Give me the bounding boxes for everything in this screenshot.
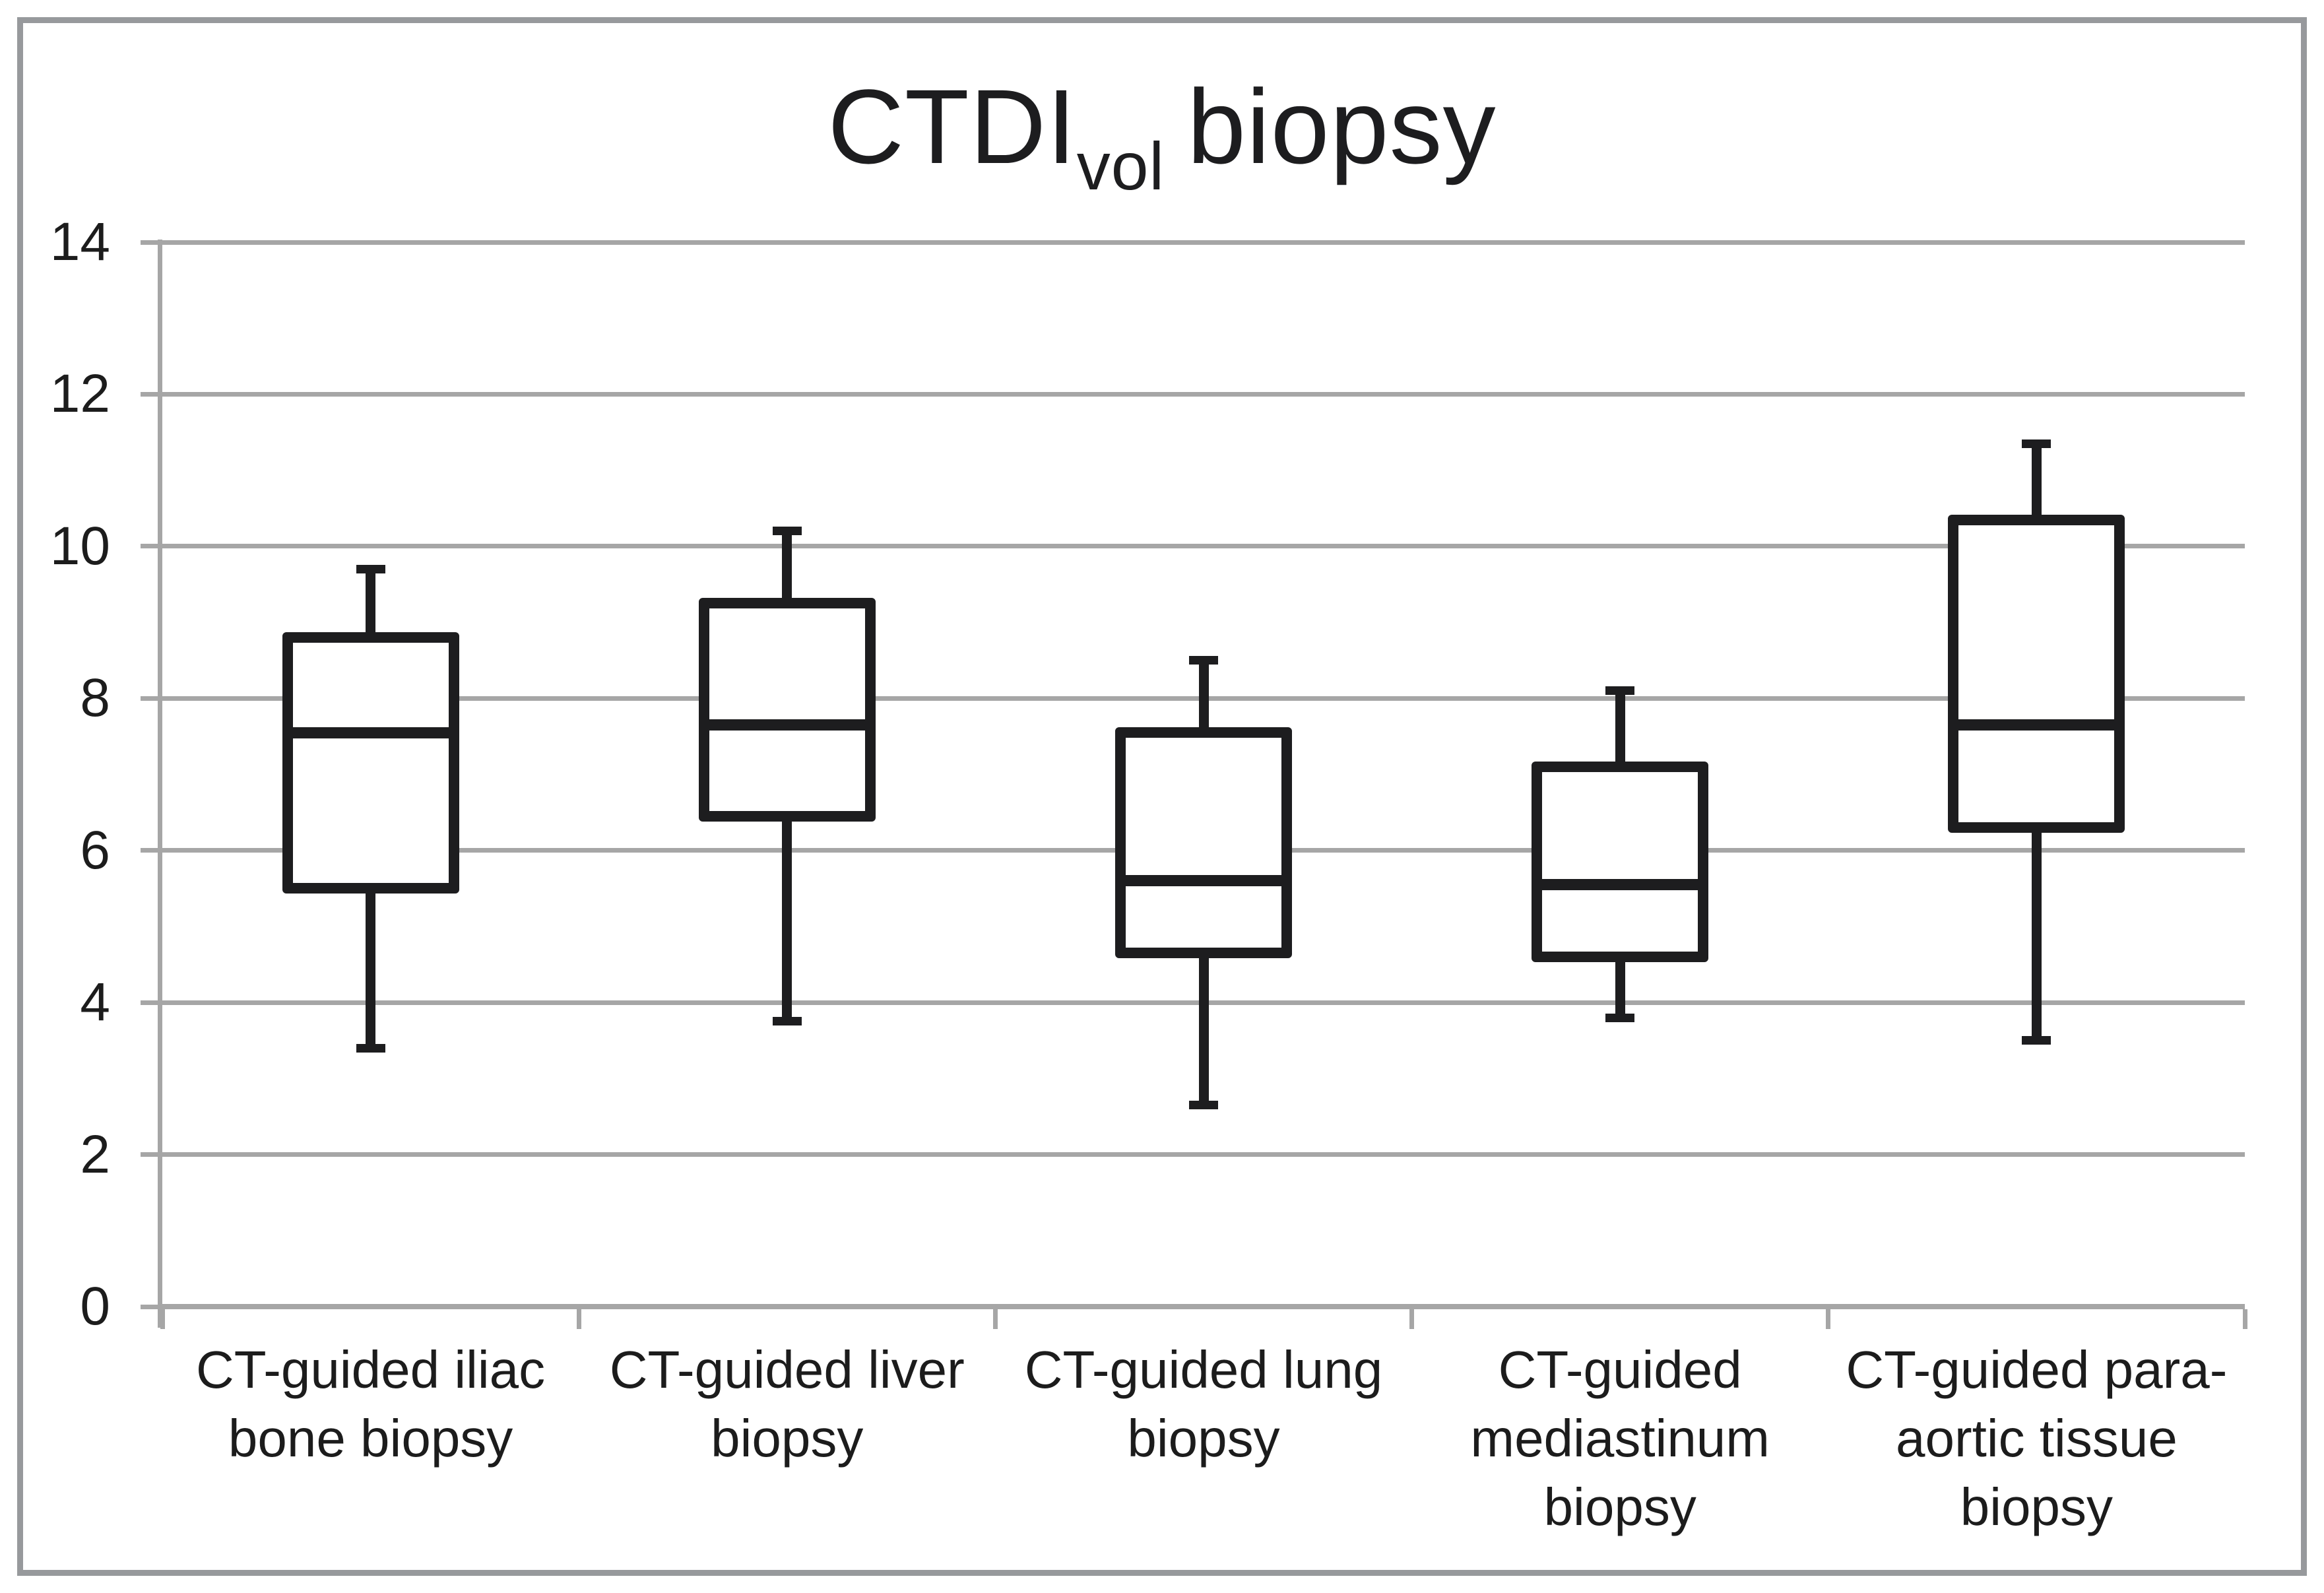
whisker-cap-bottom	[1605, 1013, 1635, 1022]
chart-title-suffix: biopsy	[1187, 67, 1497, 185]
median-line	[1542, 879, 1698, 891]
whisker-cap-top	[1605, 686, 1635, 696]
x-axis-line	[158, 1304, 2245, 1309]
figure-frame-border	[17, 17, 2307, 1576]
y-tick-label: 2	[80, 1124, 110, 1185]
y-axis-tick	[141, 391, 158, 397]
whisker-lower	[2031, 825, 2042, 1041]
y-tick-label: 10	[49, 515, 110, 576]
x-category-label: CT-guided para- aortic tissue biopsy	[1846, 1340, 2228, 1536]
y-tick-label: 8	[80, 668, 110, 729]
median-line	[1126, 875, 1281, 887]
gridline	[162, 240, 2245, 245]
x-axis-tick	[1409, 1309, 1415, 1329]
median-line	[292, 727, 449, 738]
x-axis-tick	[992, 1309, 998, 1329]
box	[698, 598, 876, 822]
whisker-lower	[366, 886, 376, 1049]
x-axis-tick	[1826, 1309, 1831, 1329]
whisker-upper	[782, 531, 792, 606]
box	[1115, 727, 1292, 959]
whisker-cap-bottom	[772, 1017, 802, 1026]
box	[1532, 761, 1709, 962]
box	[282, 632, 459, 894]
whisker-cap-top	[356, 564, 385, 573]
y-axis-tick	[141, 848, 158, 853]
whisker-lower	[782, 813, 792, 1022]
y-tick-label: 6	[80, 820, 110, 880]
box	[1948, 514, 2125, 833]
median-line	[709, 719, 865, 731]
whisker-cap-bottom	[356, 1043, 385, 1053]
whisker-cap-top	[772, 527, 802, 536]
chart-title-main: CTDI	[827, 67, 1077, 185]
chart-title: CTDIvol biopsy	[0, 67, 2324, 204]
gridline	[162, 544, 2245, 549]
whisker-cap-top	[1189, 656, 1218, 665]
y-tick-label: 4	[80, 972, 110, 1033]
gridline	[162, 391, 2245, 397]
y-axis-tick	[141, 1000, 158, 1005]
whisker-upper	[1615, 690, 1625, 769]
whisker-cap-bottom	[1189, 1101, 1218, 1110]
y-axis-tick	[141, 240, 158, 245]
gridline	[162, 1152, 2245, 1157]
x-axis-tick	[576, 1309, 581, 1329]
whisker-lower	[1615, 954, 1625, 1018]
y-axis-tick	[141, 1152, 158, 1157]
whisker-upper	[2031, 443, 2042, 523]
whisker-lower	[1198, 950, 1209, 1105]
whisker-cap-bottom	[2022, 1036, 2051, 1045]
x-category-label: CT-guided lung biopsy	[1024, 1340, 1383, 1468]
whisker-upper	[1198, 660, 1209, 736]
x-category-label: CT-guided iliac bone biopsy	[196, 1340, 546, 1468]
median-line	[1958, 719, 2115, 731]
y-tick-label: 0	[80, 1276, 110, 1336]
whisker-cap-top	[2022, 439, 2051, 448]
y-axis-tick	[141, 1304, 158, 1309]
y-tick-label: 12	[49, 364, 110, 424]
x-axis-tick	[2242, 1309, 2247, 1329]
y-axis-tick	[141, 544, 158, 549]
y-axis-tick	[141, 696, 158, 701]
whisker-upper	[366, 569, 376, 641]
x-category-label: CT-guided mediastinum biopsy	[1470, 1340, 1770, 1536]
x-axis-tick	[160, 1309, 165, 1329]
y-axis-line	[158, 240, 162, 1328]
chart-title-subscript: vol	[1076, 129, 1165, 204]
y-tick-label: 14	[49, 212, 110, 272]
x-category-label: CT-guided liver biopsy	[609, 1340, 965, 1468]
